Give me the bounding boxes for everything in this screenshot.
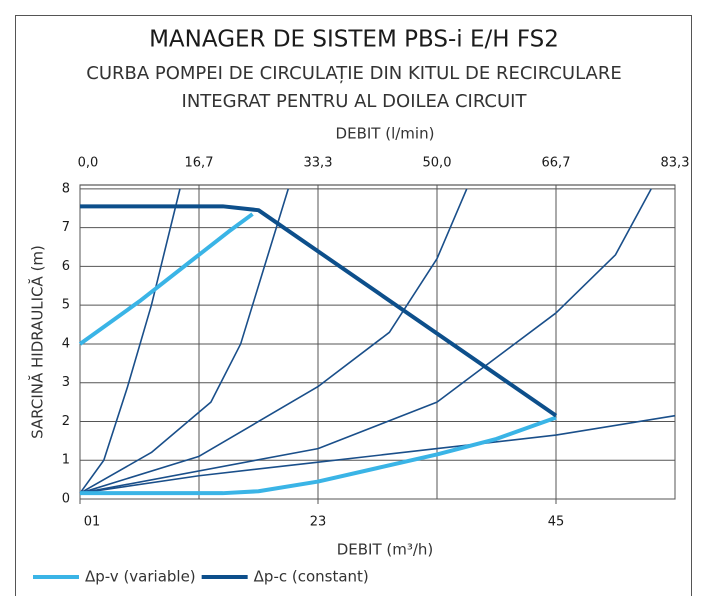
y-tick-label: 0	[62, 492, 70, 507]
y-tick-label: 4	[62, 336, 70, 351]
x-tick-label: 45	[548, 515, 565, 530]
chart-title: MANAGER DE SISTEM PBS-i E/H FS2	[149, 27, 559, 53]
x-tick-label: 01	[84, 515, 101, 530]
y-tick-label: 1	[62, 453, 70, 468]
y-tick-label: 6	[62, 259, 70, 274]
x2-tick-label: 33,3	[304, 156, 333, 171]
legend-label: Δp-c (constant)	[254, 568, 369, 586]
system-curve	[79, 188, 652, 494]
x-tick-label: 23	[310, 515, 327, 530]
x2-tick-label: 83,3	[661, 156, 690, 171]
system-curve	[79, 188, 181, 494]
pump-curve	[80, 204, 558, 418]
system-curve	[79, 188, 468, 494]
system-curve	[79, 414, 676, 494]
y-tick-label: 7	[62, 220, 70, 235]
y-tick-label: 3	[62, 375, 70, 390]
y-axis-label: SARCINĂ HIDRAULICĂ (m)	[28, 245, 47, 439]
pump-curve	[78, 212, 557, 496]
y-tick-label: 5	[62, 298, 70, 313]
x-axis-label: DEBIT (m³/h)	[337, 541, 434, 559]
x2-tick-label: 66,7	[542, 156, 571, 171]
x2-axis-label: DEBIT (l/min)	[336, 125, 435, 143]
y-tick-label: 8	[62, 181, 70, 196]
legend-label: Δp-v (variable)	[85, 568, 196, 586]
chart-subtitle: INTEGRAT PENTRU AL DOILEA CIRCUIT	[182, 91, 528, 112]
x2-tick-label: 16,7	[185, 156, 214, 171]
x2-tick-label: 50,0	[423, 156, 452, 171]
x2-tick-label: 0,0	[78, 156, 99, 171]
system-curve	[79, 188, 290, 494]
frame	[15, 15, 692, 596]
y-tick-label: 2	[62, 414, 70, 429]
chart-subtitle: CURBA POMPEI DE CIRCULAȚIE DIN KITUL DE …	[86, 63, 621, 84]
